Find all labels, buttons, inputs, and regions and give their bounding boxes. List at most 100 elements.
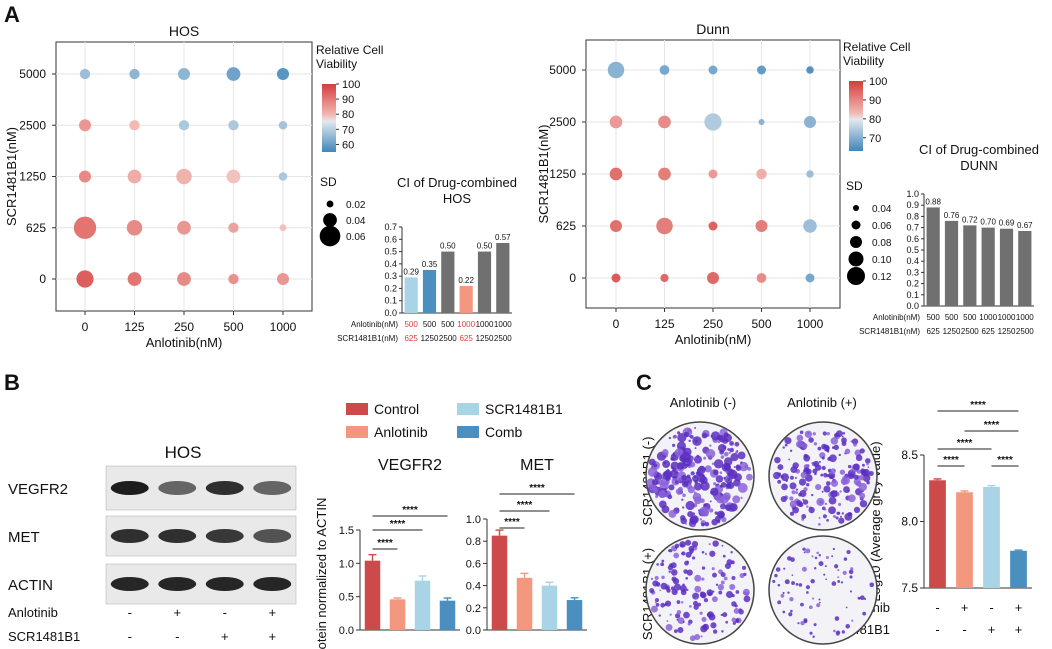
anlotinib-sign: - xyxy=(128,605,132,620)
y-tick-label: 5000 xyxy=(19,67,46,81)
colony-spot xyxy=(822,431,827,436)
colony-spot xyxy=(717,441,720,444)
colony-spot xyxy=(802,547,806,551)
colony-spot xyxy=(686,569,693,576)
size-legend-label: 0.06 xyxy=(872,221,892,232)
bar xyxy=(956,492,973,588)
colony-spot xyxy=(809,631,813,635)
colony-spot xyxy=(800,620,805,626)
colony-spot xyxy=(849,590,853,593)
scr-sign: + xyxy=(221,629,229,644)
colony-spot xyxy=(699,476,708,485)
colony-spot xyxy=(850,513,853,516)
colony-spot xyxy=(844,448,851,455)
colony-spot xyxy=(667,549,671,552)
colony-spot xyxy=(675,488,683,495)
colony-spot xyxy=(859,500,868,508)
x-tick-label: 500 xyxy=(751,317,771,331)
culture-plate xyxy=(768,535,878,645)
colony-spot xyxy=(650,605,658,613)
colony-spot xyxy=(659,589,662,592)
ci-scr-dose: 1250 xyxy=(998,327,1016,336)
colony-spot xyxy=(822,514,827,519)
colony-spot xyxy=(833,444,839,451)
bubble-point xyxy=(276,272,290,286)
ci-row-label: SCR1481B1(nM) xyxy=(337,334,398,343)
colony-spot xyxy=(662,460,671,469)
colony-spot xyxy=(719,484,723,488)
bubble-point xyxy=(228,273,239,285)
bubble-point xyxy=(708,169,718,179)
colony-spot xyxy=(731,575,736,581)
colony-spot xyxy=(668,436,672,440)
colony-spot xyxy=(725,620,729,624)
ci-y-tick-label: 0.6 xyxy=(906,234,919,244)
y-tick-label: 2500 xyxy=(19,118,46,132)
ci-title: CI of Drug-combined xyxy=(397,175,517,190)
colony-spot xyxy=(795,500,803,507)
colony-spot xyxy=(679,541,686,548)
legend-swatch xyxy=(346,403,368,415)
ci-value-label: 0.76 xyxy=(944,211,960,220)
legend-swatch xyxy=(457,426,479,438)
colony-spot xyxy=(813,567,817,570)
colony-spot xyxy=(669,469,679,479)
colony-spot xyxy=(647,467,658,477)
x-tick-label: 250 xyxy=(703,317,723,331)
colony-anlotinib-sign: + xyxy=(1015,600,1023,615)
bar-y-tick-label: 0.8 xyxy=(466,536,481,548)
colony-spot xyxy=(774,456,781,464)
colony-spot xyxy=(697,465,706,474)
ci-anlotinib-dose: 1000 xyxy=(979,313,997,322)
colony-spot xyxy=(816,551,819,555)
colony-spot xyxy=(681,481,689,488)
significance-label: **** xyxy=(390,519,406,530)
bubble-point xyxy=(278,120,288,130)
colony-spot xyxy=(671,576,677,582)
colony-spot xyxy=(722,612,728,618)
colony-spot xyxy=(731,593,735,598)
colony-spot xyxy=(772,579,776,583)
colony-spot xyxy=(710,622,717,629)
bubble-point xyxy=(610,220,622,232)
colony-spot xyxy=(859,492,866,499)
blot-band xyxy=(158,529,197,543)
colony-spot xyxy=(707,591,713,597)
bar-y-tick-label: 0.0 xyxy=(339,625,354,637)
colony-spot xyxy=(797,622,800,625)
bubble-point xyxy=(129,120,140,131)
colony-spot xyxy=(824,565,827,568)
x-axis-label: Anlotinib(nM) xyxy=(146,335,223,350)
colony-spot xyxy=(862,611,867,616)
colony-spot xyxy=(715,475,724,483)
bubble-point xyxy=(176,168,192,185)
scr-sign: - xyxy=(128,629,132,644)
colony-spot xyxy=(828,472,836,480)
colony-spot xyxy=(674,448,684,457)
colony-spot xyxy=(702,474,705,477)
bar-y-tick-label: 0.5 xyxy=(339,592,354,604)
colony-spot xyxy=(834,432,839,438)
colony-spot xyxy=(784,437,792,445)
colony-spot xyxy=(837,569,840,572)
colony-spot xyxy=(804,430,813,438)
bubble-point xyxy=(756,273,767,283)
bubble-point xyxy=(79,68,91,80)
colony-spot xyxy=(791,581,795,585)
bar xyxy=(1010,550,1027,588)
colony-spot xyxy=(837,511,841,515)
colony-spot xyxy=(803,619,808,624)
colony-spot xyxy=(825,555,829,560)
blot-band xyxy=(205,481,244,495)
colony-spot xyxy=(733,466,736,468)
ci-row-label: Anlotinib(nM) xyxy=(873,313,920,322)
colony-spot xyxy=(660,562,665,567)
colorbar-gradient xyxy=(322,84,336,152)
anlotinib-sign: + xyxy=(173,605,181,620)
bubble-point xyxy=(708,221,718,231)
colony-spot xyxy=(727,469,738,480)
colorbar-tick-label: 70 xyxy=(342,124,354,136)
colony-spot xyxy=(679,585,687,592)
ci-anlotinib-dose: 1000 xyxy=(494,320,512,329)
